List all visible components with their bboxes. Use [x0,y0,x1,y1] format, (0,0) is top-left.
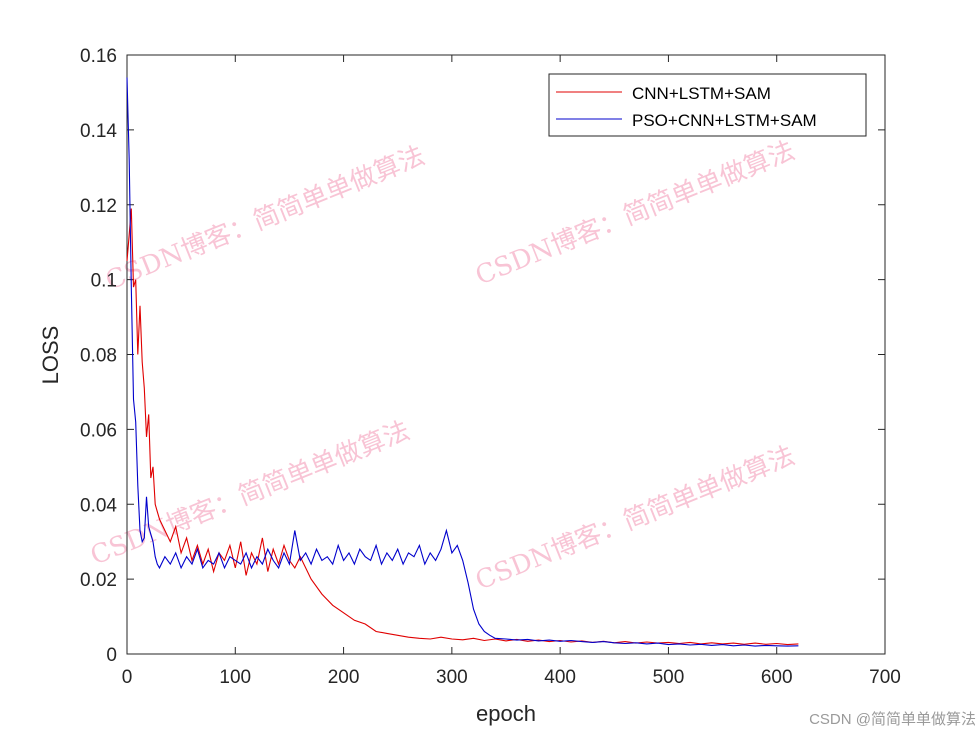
footer-watermark: CSDN @简简单单做算法 [809,711,976,728]
series-line-pso-cnn-lstm-sam [126,77,799,647]
x-tick-label: 200 [328,667,360,688]
y-tick-label: 0.14 [80,121,117,142]
y-tick-label: 0.08 [80,346,117,367]
y-axis-label: LOSS [38,326,63,385]
legend-label-cnn-lstm-sam: CNN+LSTM+SAM [632,84,771,103]
watermark-layer: CSDN博客：简简单单做算法 CSDN博客：简简单单做算法 CSDN博客：简简单单做… [86,136,799,597]
axis-ticks: 0 100 200 300 400 500 600 700 0 0.02 0.04 0.06 0.08 0… [80,46,901,688]
y-tick-label: 0.12 [80,196,117,217]
y-tick-label: 0.02 [80,570,117,591]
legend-box [548,73,867,137]
watermark-text: CSDN博客：简简单单做算法 [471,136,799,292]
series-line-cnn-lstm-sam [126,208,799,646]
y-tick-label: 0.06 [80,420,117,441]
y-tick-label: 0.16 [80,46,117,67]
x-tick-label: 0 [122,667,133,688]
x-tick-label: 100 [219,667,251,688]
legend: CNN+LSTM+SAM PSO+CNN+LSTM+SAM [548,73,867,137]
series-lines [126,77,799,647]
x-tick-label: 400 [544,667,576,688]
watermark-text: CSDN博客：简简单单做算法 [471,441,799,597]
watermark-text: CSDN博客：简简单单做算法 [101,141,429,297]
watermark-text: CSDN博客：简简单单做算法 [86,416,414,572]
x-axis-label: epoch [476,701,536,726]
y-tick-label: 0.04 [80,495,117,516]
x-tick-label: 500 [653,667,685,688]
x-tick-label: 300 [436,667,468,688]
x-tick-label: 600 [761,667,793,688]
y-tick-label: 0 [106,645,117,666]
legend-label-pso-cnn-lstm-sam: PSO+CNN+LSTM+SAM [632,111,817,130]
x-tick-label: 700 [869,667,901,688]
y-tick-label: 0.1 [91,271,117,292]
